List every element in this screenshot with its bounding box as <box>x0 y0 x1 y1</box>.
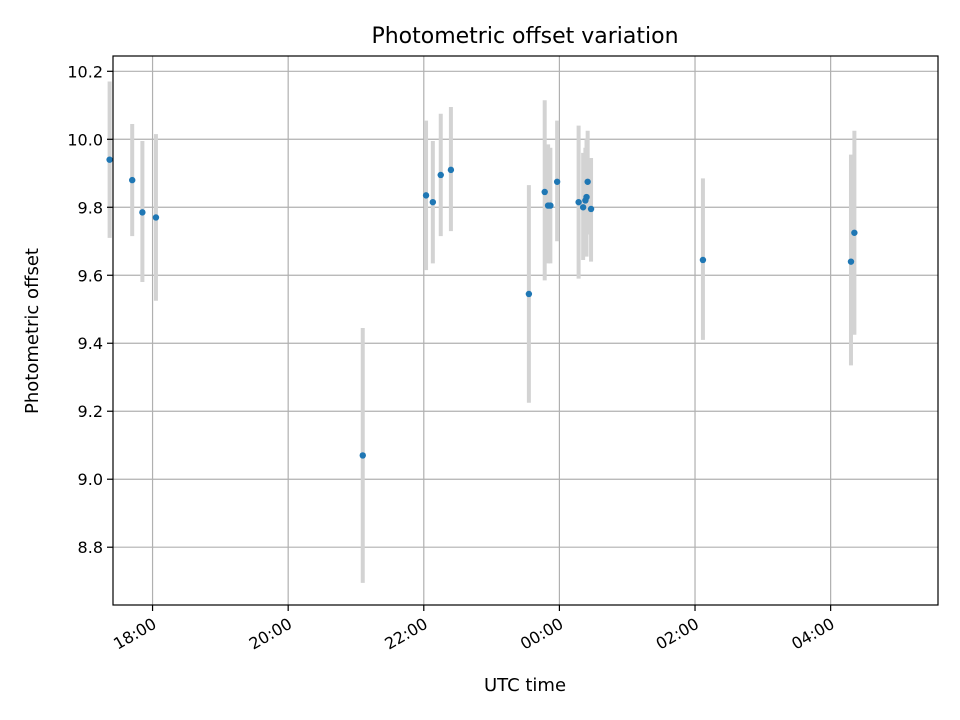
data-point-9 <box>525 290 533 298</box>
grid <box>113 56 938 605</box>
data-point-12 <box>547 202 554 209</box>
data-point-13 <box>553 178 561 185</box>
data-point-22 <box>851 229 858 236</box>
data-point-20 <box>699 256 707 264</box>
y-tick-label-1: 9.0 <box>78 470 103 489</box>
y-tick-label-6: 10.0 <box>67 130 103 149</box>
data-points <box>106 156 858 459</box>
y-axis: 8.8 9.0 9.2 9.4 9.6 9.8 10.0 10.2 <box>67 62 113 557</box>
x-axis-label: UTC time <box>484 675 566 696</box>
data-point-15 <box>579 204 587 211</box>
data-point-4 <box>359 452 366 459</box>
data-point-21 <box>847 258 855 265</box>
data-point-5 <box>422 192 430 199</box>
y-tick-label-3: 9.4 <box>78 334 103 353</box>
y-axis-label: Photometric offset <box>22 248 43 414</box>
data-point-18 <box>584 178 591 185</box>
chart-title: Photometric offset variation <box>371 24 678 49</box>
data-point-1 <box>129 176 136 184</box>
data-point-2 <box>139 209 146 216</box>
data-point-17 <box>583 193 590 201</box>
data-point-6 <box>429 198 437 206</box>
data-point-0 <box>106 156 113 163</box>
y-tick-label-2: 9.2 <box>78 402 103 421</box>
y-tick-label-7: 10.2 <box>67 62 103 81</box>
y-tick-label-0: 8.8 <box>78 538 103 557</box>
data-point-14 <box>575 198 582 206</box>
data-point-19 <box>587 205 595 213</box>
data-point-7 <box>437 171 444 179</box>
y-tick-label-4: 9.6 <box>78 266 103 285</box>
y-tick-label-5: 9.8 <box>78 198 103 217</box>
plot-frame <box>112 55 939 606</box>
data-point-10 <box>541 188 548 196</box>
data-point-3 <box>152 214 160 221</box>
data-point-8 <box>447 166 455 174</box>
